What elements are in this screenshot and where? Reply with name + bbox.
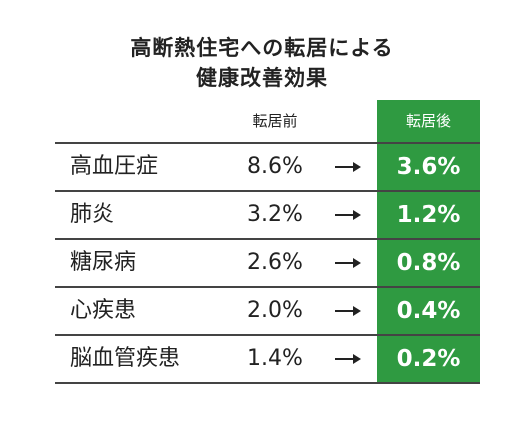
header-before: 転居前: [252, 112, 298, 130]
value-before: 2.0%: [247, 298, 303, 323]
value-after: 1.2%: [396, 202, 461, 228]
row-name: 高血圧症: [70, 154, 159, 179]
row-name: 糖尿病: [70, 250, 137, 275]
row-rule: [55, 334, 480, 336]
row-rule: [55, 286, 480, 288]
row-rule: [55, 238, 480, 240]
title-line: 健康改善効果: [196, 66, 328, 90]
arrow: [335, 354, 361, 364]
row-name: 心疾患: [70, 298, 137, 323]
value-after: 0.2%: [396, 346, 461, 372]
value-before: 3.2%: [247, 202, 303, 227]
arrow: [335, 258, 361, 268]
arrow: [335, 162, 361, 172]
header-after: 転居後: [405, 112, 451, 130]
row-rule: [55, 142, 480, 144]
value-before: 2.6%: [247, 250, 303, 275]
value-after: 0.8%: [396, 250, 461, 276]
row-rule: [55, 190, 480, 192]
arrow: [335, 306, 361, 316]
row-rule: [55, 382, 480, 384]
value-before: 8.6%: [247, 154, 303, 179]
row-name: 脳血管疾患: [70, 346, 181, 371]
after-column-highlight: [377, 100, 480, 384]
value-after: 3.6%: [396, 154, 461, 180]
row-name: 肺炎: [70, 202, 115, 227]
value-before: 1.4%: [247, 346, 303, 371]
value-after: 0.4%: [396, 298, 461, 324]
arrow: [335, 210, 361, 220]
title-line: 高断熱住宅への転居による: [130, 36, 394, 60]
